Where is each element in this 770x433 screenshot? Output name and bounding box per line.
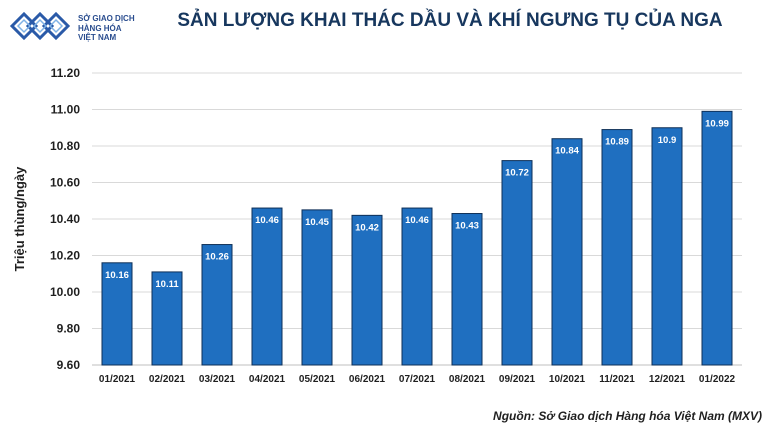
- bar-value-label: 10.72: [505, 168, 529, 179]
- logo-line-3: VIỆT NAM: [78, 33, 117, 42]
- logo: SỞ GIAO DỊCH HÀNG HÓA VIỆT NAM: [8, 6, 138, 50]
- x-tick-label: 05/2021: [299, 374, 336, 385]
- chart-title: SẢN LƯỢNG KHAI THÁC DẦU VÀ KHÍ NGƯNG TỤ …: [177, 10, 723, 31]
- logo-text: SỞ GIAO DỊCH HÀNG HÓA VIỆT NAM: [78, 14, 144, 43]
- x-tick-label: 10/2021: [549, 374, 586, 385]
- y-tick-label: 11.00: [51, 103, 81, 117]
- bar: [701, 110, 733, 366]
- y-tick-label: 10.00: [50, 285, 80, 299]
- y-tick-label: 9.80: [57, 322, 81, 336]
- bar-value-label: 10.16: [105, 270, 129, 281]
- bar-value-label: 10.89: [605, 137, 629, 148]
- logo-line-2: HÀNG HÓA: [78, 23, 122, 33]
- bar-value-label: 10.11: [155, 279, 179, 290]
- bar-value-label: 10.99: [705, 118, 729, 129]
- source-note: Nguồn: Sở Giao dịch Hàng hóa Việt Nam (M…: [493, 409, 762, 423]
- y-axis-label: Triệu thùng/ngày: [12, 166, 27, 271]
- y-tick-label: 10.20: [50, 249, 80, 263]
- x-tick-label: 09/2021: [499, 374, 536, 385]
- x-tick-label: 07/2021: [399, 374, 436, 385]
- y-tick-label: 10.60: [50, 176, 80, 190]
- x-tick-label: 03/2021: [199, 374, 236, 385]
- y-tick-label: 10.80: [50, 139, 80, 153]
- bar-value-label: 10.46: [405, 215, 429, 226]
- x-tick-label: 12/2021: [649, 374, 686, 385]
- x-tick-label: 01/2021: [99, 374, 136, 385]
- x-tick-label: 02/2021: [149, 374, 186, 385]
- logo-line-1: SỞ GIAO DỊCH: [78, 14, 135, 23]
- bar-value-label: 10.42: [355, 222, 379, 233]
- bar-value-label: 10.26: [205, 252, 229, 263]
- bar: [101, 262, 133, 366]
- bar-value-label: 10.9: [658, 135, 677, 146]
- bar: [151, 271, 183, 366]
- bar: [251, 207, 283, 366]
- bar: [601, 129, 633, 366]
- bar: [201, 244, 233, 366]
- logo-mark-icon: [9, 11, 71, 41]
- x-tick-label: 04/2021: [249, 374, 286, 385]
- bar: [301, 209, 333, 366]
- x-tick-label: 08/2021: [449, 374, 486, 385]
- x-tick-label: 06/2021: [349, 374, 386, 385]
- bar: [651, 127, 683, 366]
- bar-value-label: 10.46: [255, 215, 279, 226]
- x-tick-label: 01/2022: [699, 374, 736, 385]
- y-tick-label: 10.40: [50, 212, 80, 226]
- y-tick-label: 9.60: [57, 358, 81, 372]
- bar: [451, 213, 483, 366]
- bar-value-label: 10.84: [555, 146, 579, 157]
- bar: [501, 160, 533, 366]
- bar: [551, 138, 583, 366]
- bar-value-label: 10.45: [305, 217, 329, 228]
- bar-value-label: 10.43: [455, 221, 479, 232]
- x-tick-label: 11/2021: [599, 374, 635, 385]
- bar: [401, 207, 433, 366]
- bar: [351, 214, 383, 366]
- y-tick-label: 11.20: [51, 66, 81, 80]
